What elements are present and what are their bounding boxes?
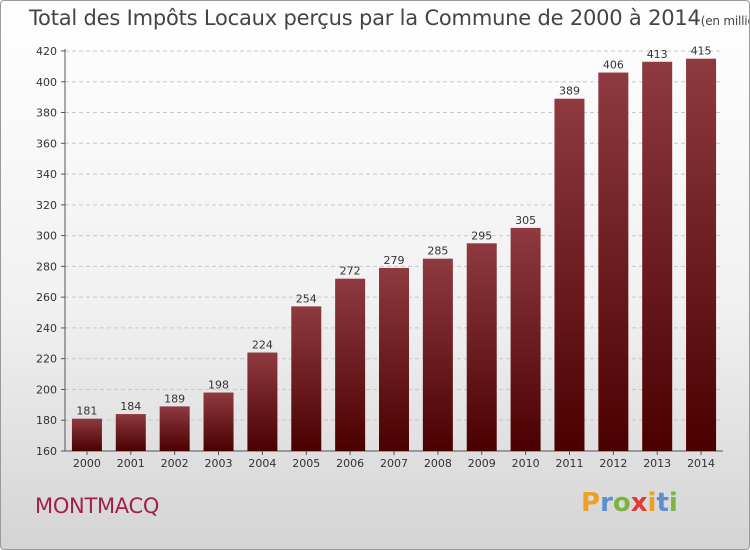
bar: [247, 352, 278, 451]
bar-value-label: 415: [691, 45, 712, 58]
bar: [159, 406, 190, 451]
bar: [335, 278, 366, 451]
x-tick-label: 2007: [380, 457, 408, 470]
y-tick-label: 380: [36, 107, 57, 120]
x-tick-label: 2000: [73, 457, 101, 470]
logo-letter: r: [600, 488, 613, 518]
logo-letter: P: [581, 488, 601, 518]
y-tick-label: 340: [36, 168, 57, 181]
bar: [115, 414, 146, 451]
bar-value-label: 406: [603, 59, 624, 72]
bar-value-label: 181: [76, 405, 97, 418]
bar: [422, 258, 453, 451]
x-tick-label: 2005: [292, 457, 320, 470]
logo-letter: x: [630, 488, 648, 518]
bar: [71, 418, 102, 451]
bar: [379, 267, 409, 451]
bar-value-label: 305: [515, 214, 536, 227]
y-tick-label: 240: [36, 322, 57, 335]
y-tick-label: 360: [36, 137, 57, 150]
x-tick-label: 2011: [555, 457, 583, 470]
y-tick-label: 180: [36, 414, 57, 427]
bar: [642, 61, 673, 452]
x-tick-label: 2009: [468, 457, 496, 470]
y-tick-label: 260: [36, 291, 57, 304]
logo-letter: o: [612, 488, 631, 518]
x-tick-label: 2012: [599, 457, 627, 470]
bar-value-label: 254: [296, 292, 317, 305]
x-tick-label: 2006: [336, 457, 364, 470]
logo-letter: i: [647, 488, 657, 518]
x-tick-label: 2010: [512, 457, 540, 470]
proxiti-logo: Proxiti: [581, 488, 678, 518]
y-tick-label: 160: [36, 445, 57, 458]
x-tick-label: 2003: [205, 457, 233, 470]
logo-letter: i: [668, 488, 678, 518]
x-tick-label: 2013: [643, 457, 671, 470]
x-tick-label: 2014: [687, 457, 715, 470]
x-tick-label: 2002: [161, 457, 189, 470]
bar-value-label: 198: [208, 379, 229, 392]
y-tick-label: 300: [36, 230, 57, 243]
x-tick-label: 2008: [424, 457, 452, 470]
bar-value-label: 189: [164, 392, 185, 405]
bar-value-label: 272: [340, 265, 361, 278]
y-tick-label: 420: [36, 45, 57, 58]
bar: [554, 98, 585, 451]
bar-value-label: 224: [252, 339, 273, 352]
chart-title: Total des Impôts Locaux perçus par la Co…: [29, 6, 749, 30]
unit-label: (en milliers d'€): [700, 14, 749, 28]
y-tick-label: 400: [36, 76, 57, 89]
bar: [686, 58, 717, 451]
bar-value-label: 285: [427, 245, 448, 258]
commune-name: MONTMACQ: [35, 494, 160, 518]
bar: [510, 227, 541, 451]
bar-value-label: 389: [559, 85, 580, 98]
bar: [203, 392, 234, 451]
bar: [598, 72, 629, 452]
x-tick-label: 2004: [248, 457, 276, 470]
y-tick-label: 280: [36, 260, 57, 273]
logo-letter: t: [656, 488, 669, 518]
x-tick-label: 2001: [117, 457, 145, 470]
bar: [466, 243, 497, 451]
bar: [291, 306, 322, 451]
bar-value-label: 184: [120, 400, 141, 413]
y-tick-label: 200: [36, 383, 57, 396]
y-tick-label: 320: [36, 199, 57, 212]
y-tick-label: 220: [36, 353, 57, 366]
bar-value-label: 413: [647, 48, 668, 61]
bar-value-label: 279: [384, 254, 405, 267]
bar-value-label: 295: [471, 229, 492, 242]
